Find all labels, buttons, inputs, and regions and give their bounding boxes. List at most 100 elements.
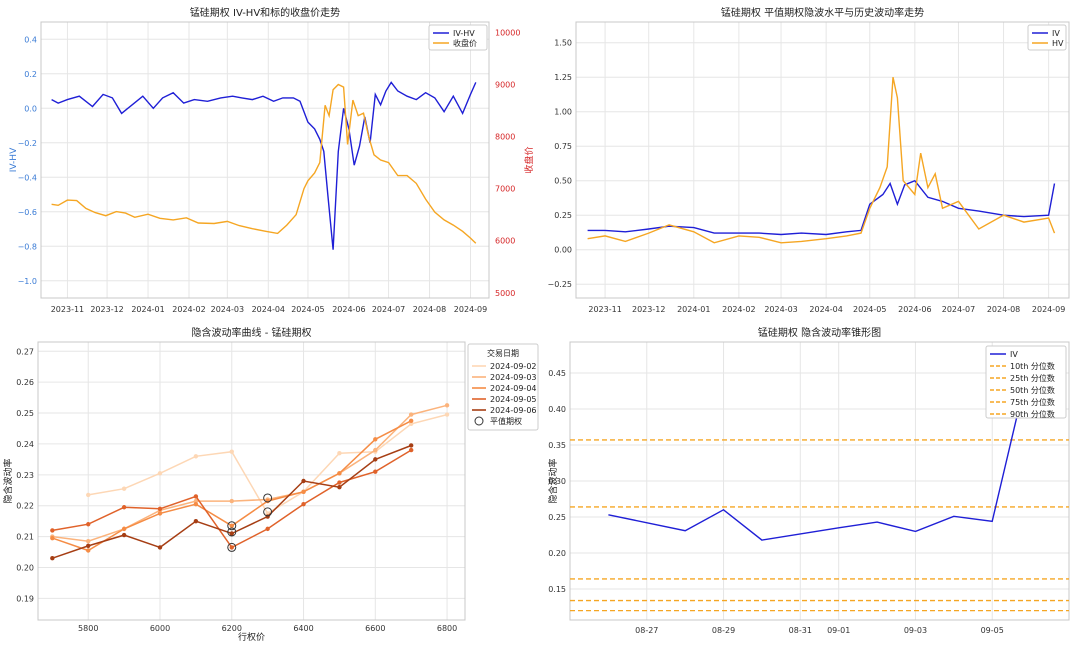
y-axis-label: 隐含波动率 [547,458,559,503]
data-point [121,486,127,491]
x-tick-label: 2024-03 [211,305,244,314]
data-point [193,518,199,524]
data-point [86,548,91,553]
data-point [408,443,414,448]
legend-label: 10th 分位数 [1010,361,1055,371]
y-tick-label: 0.25 [554,211,572,220]
chart-title: 锰硅期权 隐含波动率锥形图 [758,326,881,339]
atm-marker [227,542,237,552]
x-tick-label: 2024-01 [131,305,164,314]
data-point [337,480,342,485]
x-tick-label: 08-29 [712,626,735,635]
x-tick-label: 2024-06 [898,305,931,314]
legend-label: HV [1052,39,1064,48]
x-tick-label: 2023-11 [588,305,621,314]
data-point [408,447,414,453]
y-tick-label: 0.50 [554,177,572,186]
legend-label: 收盘价 [453,38,477,48]
x-tick-label: 6000 [150,624,170,633]
data-point [444,412,450,417]
x-tick-label: 2024-04 [252,305,285,314]
y-tick-label: 0.27 [16,347,34,356]
y-tick-label: 1.25 [554,73,572,82]
legend-label: 2024-09-05 [490,395,537,404]
y-right-tick-label: 5000 [495,289,515,298]
data-point [265,514,270,519]
chart-iv-cone: 08-27 08-29 08-31 09-01 09-03 09-05 0.45 0.40 0.… [547,326,1070,635]
series-line [608,358,1032,541]
chart-title: 锰硅期权 平值期权隐波水平与历史波动率走势 [721,6,924,19]
x-tick-label: 2023-12 [632,305,665,314]
y-tick-label: 0.25 [16,409,34,418]
y-tick-label: 0.00 [554,246,572,255]
x-tick-label: 08-27 [635,626,658,635]
y-tick-label: 0.35 [548,441,566,450]
data-point [157,471,163,476]
data-point [229,531,234,536]
y-tick-label: 0.19 [16,594,34,603]
y-tick-label: 0.23 [16,471,34,480]
data-point [50,535,55,541]
y-tick-label: 0.21 [16,533,34,542]
chart-iv-smile: 5800 6000 6200 6400 6600 6800 0.19 0.20 0.21 0.22… [2,326,539,643]
data-point [229,449,234,454]
legend-label: 2024-09-06 [490,406,537,415]
x-tick-label: 6200 [222,624,242,633]
data-point [229,523,234,528]
x-tick-label: 6800 [437,624,457,633]
data-point [157,506,163,511]
data-point [408,412,414,417]
series-line [51,81,477,250]
data-point [121,526,127,532]
data-point [86,492,91,498]
x-axis-label: 行权价 [238,631,265,643]
data-point [229,545,234,550]
legend-box [985,345,1067,419]
legend-label: 75th 分位数 [1010,397,1055,407]
y-tick-label: 0.2 [24,70,37,79]
x-tick-label: 2024-06 [332,305,365,314]
data-point [157,545,163,550]
y-tick-label: −0.6 [18,208,37,217]
x-tick-label: 2024-09 [1032,305,1065,314]
data-point [373,469,378,474]
plot1-frame [40,21,490,299]
data-point [301,489,306,495]
y-right-tick-label: 6000 [495,237,515,246]
data-point [86,522,91,527]
y-right-tick-label: 9000 [495,80,515,89]
y-right-tick-label: 7000 [495,185,515,194]
data-point [265,498,270,504]
legend-label: 2024-09-04 [490,384,537,393]
data-point [86,539,91,544]
atm-marker [227,521,237,531]
x-tick-label: 09-03 [904,626,927,635]
data-point [229,498,234,504]
y-tick-label: 0.4 [24,35,37,44]
data-point [157,511,163,516]
data-point [121,532,127,538]
x-tick-label: 09-05 [981,626,1004,635]
plot3-frame [37,341,466,621]
data-point [337,451,342,456]
y-tick-label: 1.50 [554,39,572,48]
data-point [373,447,378,453]
data-point [193,494,199,499]
x-tick-label: 6600 [365,624,385,633]
y-right-tick-label: 10000 [495,28,520,37]
x-tick-label: 2024-02 [722,305,755,314]
series-line [587,179,1056,236]
y-right-axis-label: 收盘价 [523,146,535,173]
x-tick-label: 2024-08 [987,305,1020,314]
series-line [52,404,448,542]
x-tick-label: 5800 [78,624,98,633]
data-point [408,421,414,427]
y-tick-label: 0.75 [554,142,572,151]
y-tick-label: 0.24 [16,440,34,449]
y-tick-label: −0.4 [18,173,37,182]
x-tick-label: 2024-08 [413,305,446,314]
chart-title: 锰硅期权 IV-HV和标的收盘价走势 [190,6,340,19]
y-tick-label: 0.45 [548,369,566,378]
y-tick-label: −0.2 [18,139,37,148]
legend-label: 25th 分位数 [1010,373,1055,383]
